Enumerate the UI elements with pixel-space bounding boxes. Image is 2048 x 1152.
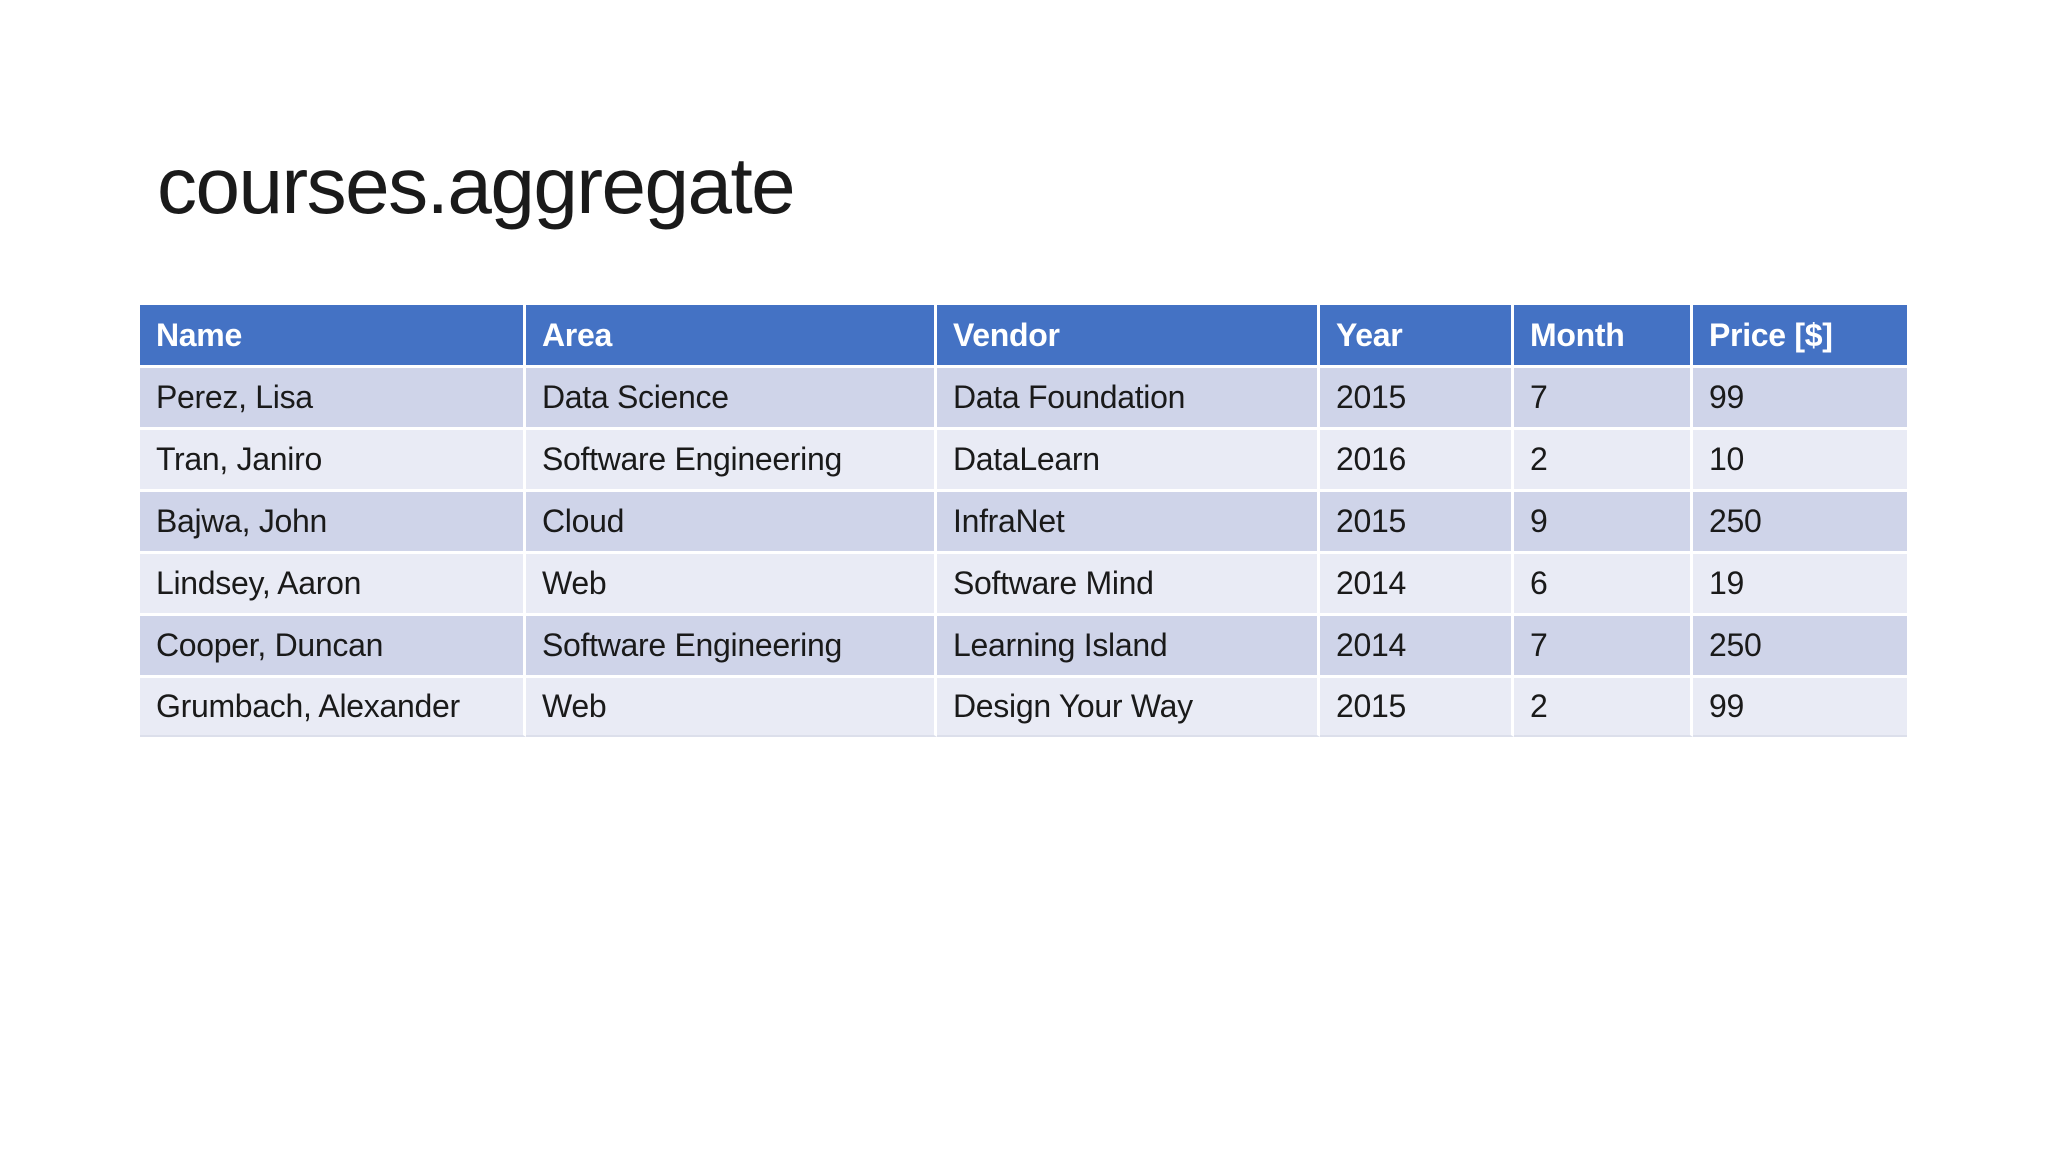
table-cell: Data Foundation [937, 365, 1320, 427]
table-cell: Perez, Lisa [140, 365, 526, 427]
table-header-row: Name Area Vendor Year Month Price [$] [140, 305, 1907, 365]
table-cell: 2014 [1320, 613, 1514, 675]
table-row: Bajwa, John Cloud InfraNet 2015 9 250 [140, 489, 1907, 551]
table-row: Cooper, Duncan Software Engineering Learni… [140, 613, 1907, 675]
table-cell: 7 [1514, 613, 1693, 675]
table-row: Grumbach, Alexander Web Design Your Way 201… [140, 675, 1907, 737]
table-cell: 2 [1514, 675, 1693, 737]
table-cell: Tran, Janiro [140, 427, 526, 489]
table-cell: 250 [1693, 613, 1907, 675]
table-cell: 250 [1693, 489, 1907, 551]
table-row: Perez, Lisa Data Science Data Foundation 20… [140, 365, 1907, 427]
table-cell: Design Your Way [937, 675, 1320, 737]
table-cell: 2015 [1320, 489, 1514, 551]
table-cell: Cooper, Duncan [140, 613, 526, 675]
table-cell: Software Mind [937, 551, 1320, 613]
column-header-vendor: Vendor [937, 305, 1320, 365]
table-cell: 99 [1693, 675, 1907, 737]
table-cell: Learning Island [937, 613, 1320, 675]
table-cell: 2016 [1320, 427, 1514, 489]
table-cell: DataLearn [937, 427, 1320, 489]
table-cell: 7 [1514, 365, 1693, 427]
table-cell: Software Engineering [526, 427, 937, 489]
table-cell: Bajwa, John [140, 489, 526, 551]
table-cell: 10 [1693, 427, 1907, 489]
table-row: Lindsey, Aaron Web Software Mind 2014 6 19 [140, 551, 1907, 613]
table-row: Tran, Janiro Software Engineering DataLear… [140, 427, 1907, 489]
column-header-name: Name [140, 305, 526, 365]
table-cell: 2015 [1320, 675, 1514, 737]
table-cell: 99 [1693, 365, 1907, 427]
table-cell: 6 [1514, 551, 1693, 613]
column-header-price: Price [$] [1693, 305, 1907, 365]
table-cell: Software Engineering [526, 613, 937, 675]
table-cell: Lindsey, Aaron [140, 551, 526, 613]
slide-title: courses.aggregate [157, 141, 796, 230]
table-cell: InfraNet [937, 489, 1320, 551]
table-cell: 19 [1693, 551, 1907, 613]
table-cell: Grumbach, Alexander [140, 675, 526, 737]
table-cell: Web [526, 551, 937, 613]
column-header-month: Month [1514, 305, 1693, 365]
table-cell: 2014 [1320, 551, 1514, 613]
table-cell: Cloud [526, 489, 937, 551]
table-head: Name Area Vendor Year Month Price [$] [140, 305, 1907, 365]
table-body: Perez, Lisa Data Science Data Foundation 20… [140, 365, 1907, 737]
column-header-year: Year [1320, 305, 1514, 365]
table-cell: 2 [1514, 427, 1693, 489]
table-cell: Data Science [526, 365, 937, 427]
table-cell: 9 [1514, 489, 1693, 551]
column-header-area: Area [526, 305, 937, 365]
courses-table: Name Area Vendor Year Month Price [$] Perez, … [140, 305, 1907, 737]
table-cell: 2015 [1320, 365, 1514, 427]
table-cell: Web [526, 675, 937, 737]
